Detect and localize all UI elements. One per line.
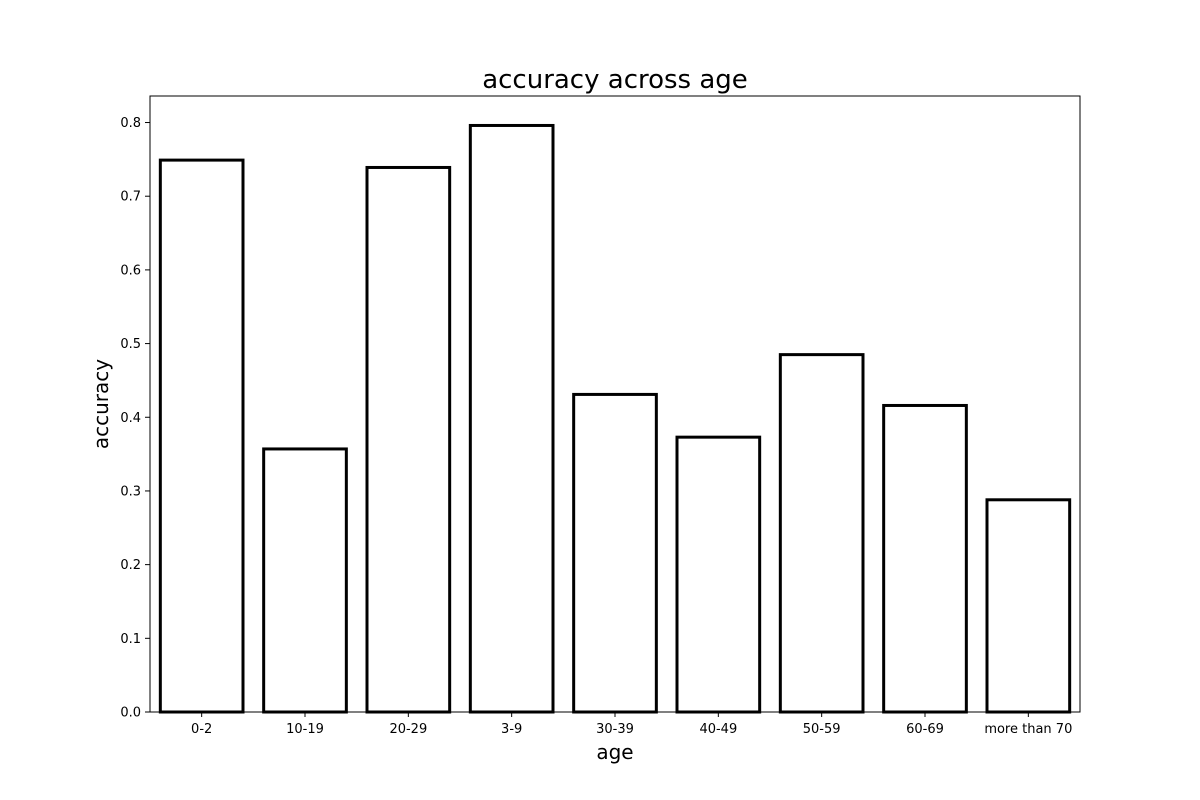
- x-tick-label: 60-69: [906, 722, 944, 737]
- y-tick-label: 0.0: [120, 706, 141, 721]
- x-axis-ticks: 0-2 10-19 20-29 3-9 30-39 40-49 50-59 60-69 more…: [191, 712, 1072, 737]
- x-axis-label: age: [596, 740, 633, 764]
- bar-20-29: [365, 165, 452, 714]
- plot-frame: [149, 95, 1081, 713]
- x-tick-label: 3-9: [501, 722, 522, 737]
- x-tick-label: 40-49: [699, 722, 737, 737]
- bar-0-2: [158, 158, 245, 714]
- bar-group: [158, 123, 1072, 714]
- bar-50-59: [778, 353, 865, 714]
- x-tick-label: more than 70: [984, 722, 1072, 737]
- y-tick-label: 0.6: [120, 263, 141, 278]
- chart-title: accuracy across age: [482, 65, 748, 95]
- y-axis-label: accuracy: [89, 359, 113, 449]
- x-tick-label: 10-19: [286, 722, 324, 737]
- bar-10-19: [262, 447, 348, 714]
- y-tick-label: 0.2: [120, 558, 141, 573]
- y-tick-label: 0.5: [120, 337, 141, 352]
- y-tick-label: 0.4: [120, 411, 141, 426]
- x-tick-label: 0-2: [191, 722, 212, 737]
- y-tick-label: 0.3: [120, 484, 141, 499]
- x-tick-label: 50-59: [803, 722, 841, 737]
- x-tick-label: 30-39: [596, 722, 634, 737]
- y-tick-label: 0.7: [120, 190, 141, 205]
- bar-30-39: [572, 392, 658, 714]
- x-tick-label: 20-29: [389, 722, 427, 737]
- bar-60-69: [882, 403, 968, 714]
- y-tick-label: 0.8: [120, 116, 141, 131]
- bar-40-49: [675, 435, 762, 714]
- bar-more-than-70: [985, 498, 1072, 714]
- y-tick-label: 0.1: [120, 632, 141, 647]
- bar-3-9: [468, 123, 555, 714]
- y-axis-ticks: 0.0 0.1 0.2 0.3 0.4 0.5 0.6 0.7 0.8: [120, 116, 150, 721]
